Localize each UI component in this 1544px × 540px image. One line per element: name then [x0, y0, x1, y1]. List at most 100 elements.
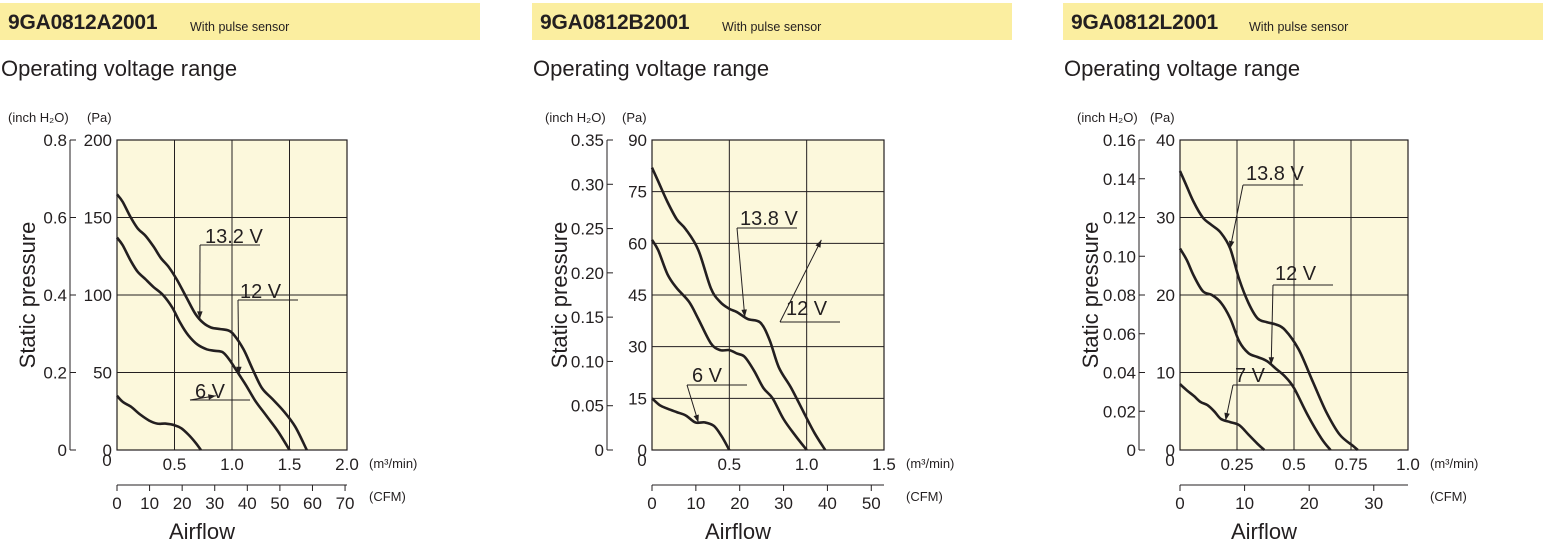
x-tick-label-cfm: 30 [774, 494, 793, 513]
pq-chart-c: 0 10 20 30 40 0 0.02 0.04 0.06 0.08 0.10 0.12 0.14 0.… [1077, 110, 1478, 540]
y-tick-label-pa: 75 [628, 183, 647, 202]
y-tick-label-inch: 0.35 [571, 131, 604, 150]
x-tick-label: 2.0 [335, 455, 359, 474]
x-tick-label: 0.25 [1220, 455, 1253, 474]
chart-subtitle: Operating voltage range [1064, 56, 1301, 81]
series-label: 12 V [786, 298, 828, 320]
y-unit-pa: (Pa) [1150, 110, 1175, 125]
y-tick-label-inch: 0.4 [43, 286, 67, 305]
y-tick-label-inch: 0 [1127, 441, 1136, 460]
y-tick-label-pa: 100 [84, 286, 112, 305]
x-unit-m3min: (m³/min) [1430, 456, 1478, 471]
series-leader-arrow [1224, 412, 1230, 421]
x-tick-label: 0 [102, 451, 111, 470]
x-tick-label-cfm: 10 [140, 494, 159, 513]
y-tick-label-inch: 0.10 [1103, 247, 1136, 266]
series-line-2 [651, 397, 731, 451]
series-label: 13.8 V [740, 208, 798, 230]
y-tick-label-inch: 0.25 [571, 220, 604, 239]
chart-title-note: With pulse sensor [190, 20, 290, 34]
x-tick-label-cfm: 0 [1175, 494, 1184, 513]
x-tick-label-cfm: 20 [1300, 494, 1319, 513]
plot-border [651, 139, 885, 451]
series-leader-line [1229, 184, 1244, 249]
series-line-0 [650, 167, 827, 451]
x-tick-label-cfm: 10 [1235, 494, 1254, 513]
y-tick-label-pa: 40 [1156, 131, 1175, 150]
y-tick-label-inch: 0.14 [1103, 170, 1136, 189]
chart-subtitle: Operating voltage range [533, 56, 770, 81]
y-unit-inch: (inch H₂O) [545, 110, 606, 125]
y-unit-inch: (inch H₂O) [8, 110, 69, 125]
chart-subtitle: Operating voltage range [1, 56, 238, 81]
plot-border [1179, 139, 1409, 451]
series-label: 13.8 V [1246, 163, 1304, 185]
x-unit-cfm: (CFM) [369, 489, 406, 504]
x-tick-label: 1.5 [872, 455, 896, 474]
x-tick-label: 1.5 [278, 455, 302, 474]
x-tick-label-cfm: 20 [173, 494, 192, 513]
y-tick-label-pa: 30 [628, 338, 647, 357]
chart-title: 9GA0812L2001 [1071, 11, 1219, 34]
series-line-0 [1178, 170, 1359, 451]
chart-header: 9GA0812B2001 With pulse sensor [532, 3, 1012, 40]
series-leader-arrow [1229, 240, 1235, 249]
y-tick-label-inch: 0.6 [43, 209, 67, 228]
x-tick-label: 0.5 [718, 455, 742, 474]
series-leader-line [779, 239, 822, 323]
chart-title-note: With pulse sensor [1249, 20, 1349, 34]
y-tick-label-pa: 60 [628, 234, 647, 253]
y-tick-label-inch: 0.08 [1103, 286, 1136, 305]
series-label: 12 V [240, 281, 282, 303]
y-axis-label: Static pressure [547, 222, 572, 369]
x-tick-label-cfm: 10 [686, 494, 705, 513]
chart-header: 9GA0812L2001 With pulse sensor [1063, 3, 1543, 40]
y-tick-label-inch: 0.16 [1103, 131, 1136, 150]
y-tick-label-inch: 0.05 [571, 397, 604, 416]
x-tick-label: 0.5 [1282, 455, 1306, 474]
x-unit-cfm: (CFM) [1430, 489, 1467, 504]
series-leader-line [736, 227, 746, 318]
y-tick-label-inch: 0.2 [43, 364, 67, 383]
x-tick-label-cfm: 20 [730, 494, 749, 513]
chart-title: 9GA0812B2001 [540, 11, 690, 34]
x-axis-label: Airflow [169, 519, 235, 540]
y-tick-label-pa: 20 [1156, 286, 1175, 305]
y-unit-pa: (Pa) [87, 110, 112, 125]
y-axis-label: Static pressure [15, 222, 40, 369]
x-tick-label-cfm: 0 [112, 494, 121, 513]
y-tick-label-inch: 0.12 [1103, 209, 1136, 228]
series-label: 12 V [1275, 263, 1317, 285]
series-label: 13.2 V [205, 226, 263, 248]
x-axis-label: Airflow [1231, 519, 1297, 540]
series-line-2 [1179, 383, 1266, 451]
series-line-1 [1178, 247, 1332, 451]
x-tick-label: 1.0 [220, 455, 244, 474]
x-axis-label: Airflow [705, 519, 771, 540]
y-tick-label-inch: 0.04 [1103, 364, 1136, 383]
series-line-1 [115, 236, 291, 451]
series-leader-arrow [197, 311, 203, 319]
y-tick-label-inch: 0.15 [571, 308, 604, 327]
x-tick-label: 1.0 [795, 455, 819, 474]
y-tick-label-pa: 50 [93, 364, 112, 383]
x-tick-label-cfm: 50 [862, 494, 881, 513]
y-tick-label-inch: 0.02 [1103, 402, 1136, 421]
x-tick-label-cfm: 30 [205, 494, 224, 513]
y-tick-label-inch: 0 [595, 441, 604, 460]
series-leader-line [1270, 284, 1274, 365]
series-line-2 [116, 394, 202, 451]
x-tick-label: 0.75 [1334, 455, 1367, 474]
x-tick-label: 0 [1165, 451, 1174, 470]
series-line-0 [116, 193, 308, 451]
x-tick-label-cfm: 40 [818, 494, 837, 513]
x-tick-label: 0.5 [163, 455, 187, 474]
series-leader-arrow [693, 414, 699, 423]
y-axis-label: Static pressure [1078, 222, 1103, 369]
y-tick-label-pa: 30 [1156, 209, 1175, 228]
chart-header: 9GA0812A2001 With pulse sensor [0, 3, 480, 40]
y-tick-label-pa: 45 [628, 286, 647, 305]
x-unit-m3min: (m³/min) [906, 456, 954, 471]
series-line-1 [650, 239, 808, 451]
